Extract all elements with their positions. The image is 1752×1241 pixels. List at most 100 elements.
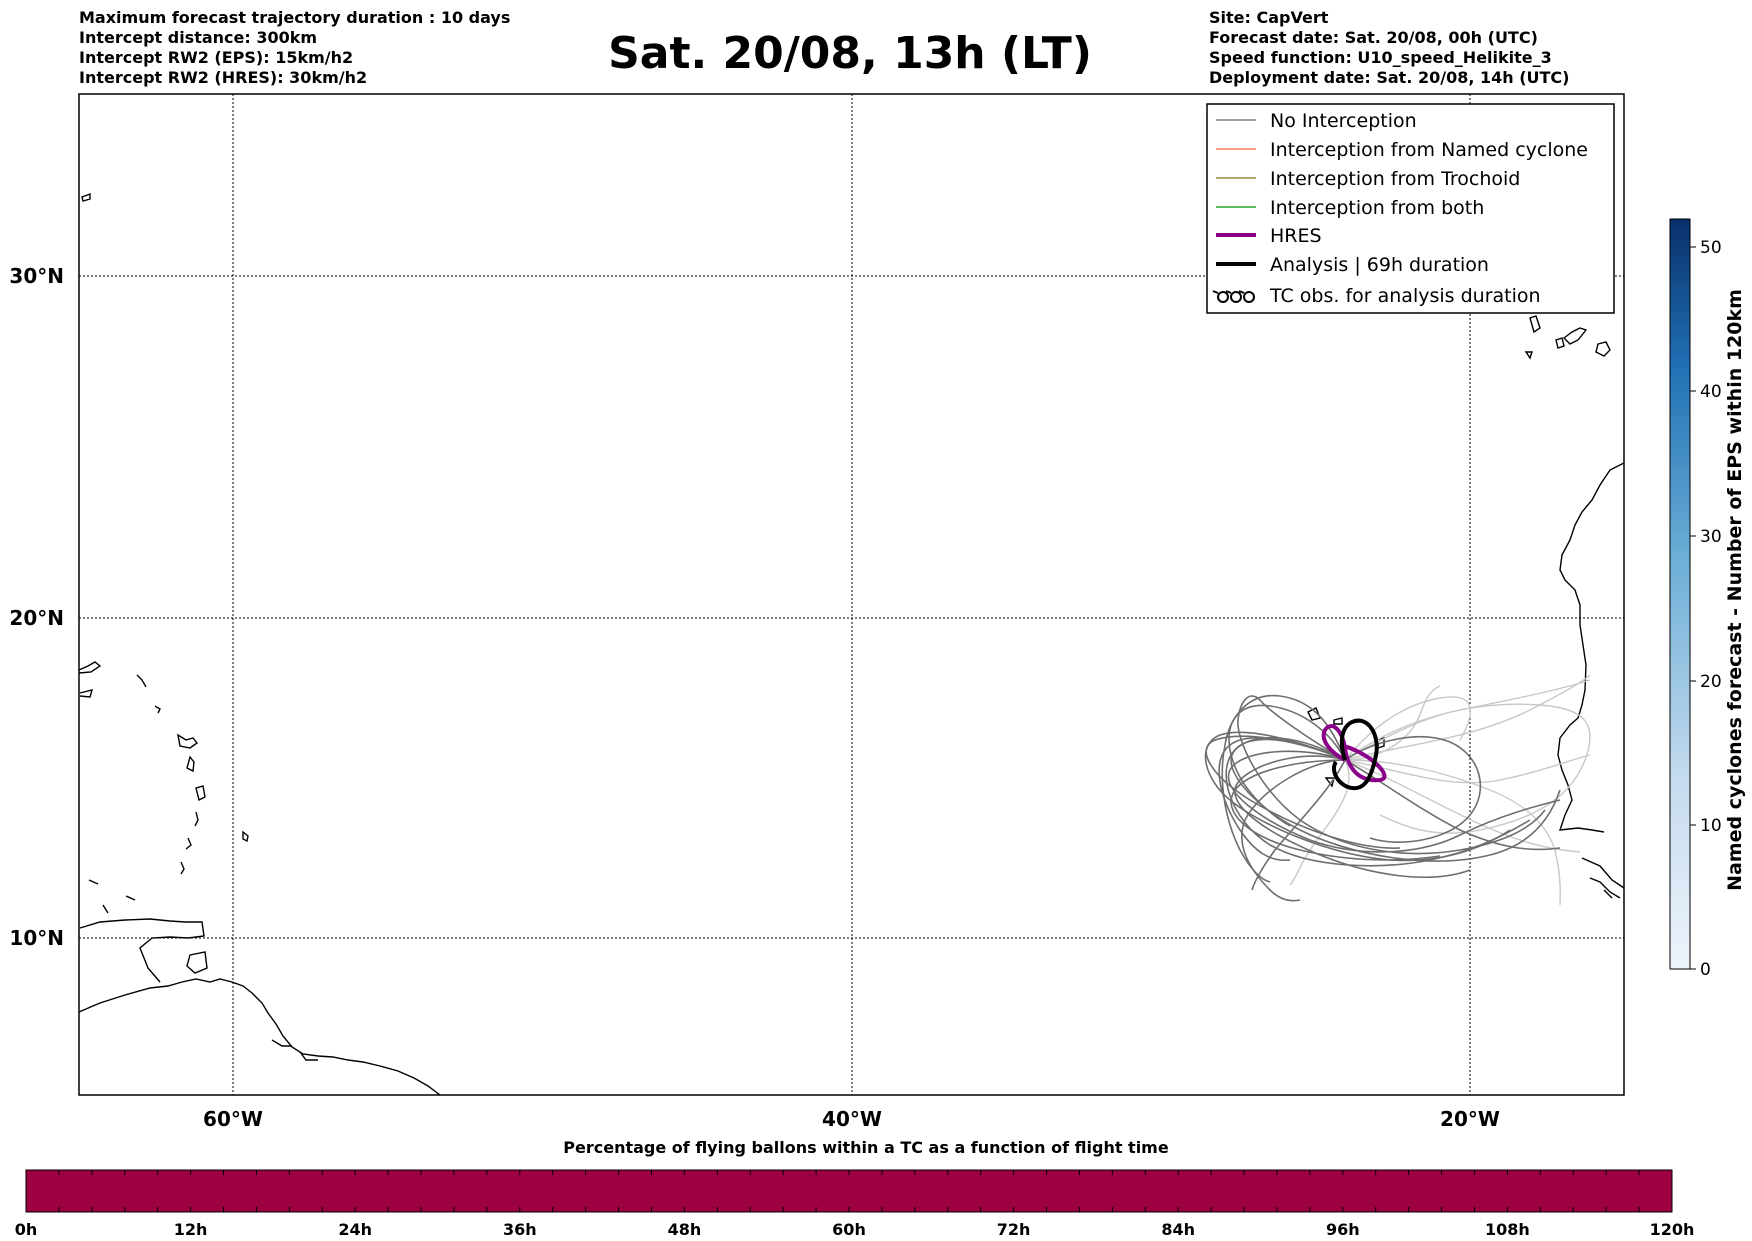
coastline-canary-b (1555, 337, 1565, 349)
bottom-colorbar-tick-label: 0h (15, 1220, 38, 1239)
legend: No Interception Interception from Named … (1206, 103, 1615, 314)
analysis-trajectory (1332, 718, 1379, 791)
bottom-colorbar-tick-label: 48h (668, 1220, 702, 1239)
lat-label-20n: 20°N (9, 606, 64, 630)
bottom-colorbar-tick-label: 108h (1485, 1220, 1530, 1239)
coastline-lesser-antilles-f (194, 811, 199, 827)
coastline-canary-d (1595, 341, 1611, 357)
coastline-barbados (242, 830, 249, 843)
map-frame (78, 93, 1625, 1096)
bottom-colorbar-tick-label: 36h (503, 1220, 537, 1239)
right-colorbar-tick: 10 (1700, 816, 1722, 836)
eps-trajectory (1228, 704, 1346, 827)
coastline-trinidad (186, 951, 208, 974)
lat-label-10n: 10°N (9, 926, 64, 950)
legend-label: Analysis | 69h duration (1270, 254, 1489, 276)
legend-label: HRES (1270, 225, 1322, 247)
bottom-colorbar-tick-label: 120h (1650, 1220, 1695, 1239)
bottom-colorbar-ticks (58, 1170, 1640, 1212)
coastline-lesser-antilles-i (88, 879, 136, 914)
header-right-line: Deployment date: Sat. 20/08, 14h (UTC) (1209, 68, 1570, 87)
eps-trajectories-light (1289, 674, 1591, 906)
eps-trajectory (1230, 759, 1441, 861)
eps-trajectory (1234, 755, 1471, 878)
coastline-lesser-antilles-b (154, 705, 161, 714)
right-colorbar: 0 10 20 30 40 50 Named cyclones forecast… (1669, 218, 1746, 980)
header-right-line: Site: CapVert (1209, 8, 1329, 27)
right-colorbar-tick: 50 (1700, 238, 1722, 258)
legend-label: Interception from both (1270, 197, 1484, 219)
header-left-line: Intercept RW2 (HRES): 30km/h2 (79, 68, 368, 87)
coastline-cuba-fragment (79, 661, 102, 674)
bottom-colorbar-tick-label: 72h (997, 1220, 1031, 1239)
header-left-line: Intercept RW2 (EPS): 15km/h2 (79, 48, 354, 67)
eps-trajectory (1227, 750, 1561, 853)
bottom-colorbar-tick-label: 96h (1326, 1220, 1360, 1239)
coastline-west-africa (1557, 462, 1624, 833)
coastline-canary-a (1529, 315, 1541, 334)
legend-label: Interception from Trochoid (1270, 168, 1520, 190)
graticule (79, 94, 1624, 1095)
coastline-guinea-islands (1589, 877, 1621, 899)
header-left: Maximum forecast trajectory duration : 1… (79, 8, 510, 88)
coastline-lesser-antilles-h (180, 861, 185, 875)
header-right-line: Forecast date: Sat. 20/08, 00h (UTC) (1209, 28, 1538, 47)
header-left-line: Maximum forecast trajectory duration : 1… (79, 8, 511, 27)
eps-trajectory (1230, 738, 1561, 862)
coastline-lesser-antilles-d (186, 755, 195, 773)
lat-label-30n: 30°N (9, 264, 64, 288)
eps-trajectory (1344, 759, 1561, 906)
coastline-capeverde-d (1324, 777, 1335, 788)
coastline-guinea (1581, 857, 1624, 889)
hres-trajectory (1321, 724, 1387, 783)
legend-label: Interception from Named cyclone (1270, 139, 1588, 161)
eps-trajectory (1344, 736, 1482, 843)
lon-label-20w: 20°W (1440, 1107, 1500, 1131)
coastline-canary-c (1562, 327, 1588, 345)
eps-trajectories-dark (1204, 694, 1561, 902)
right-colorbar-tick: 40 (1700, 382, 1722, 402)
eps-trajectory (1204, 731, 1511, 862)
legend-label: TC obs. for analysis duration (1269, 285, 1541, 307)
eps-trajectory (1237, 695, 1546, 855)
eps-trajectory (1344, 685, 1441, 761)
header-left-line: Intercept distance: 300km (79, 28, 318, 47)
bottom-colorbar-tick-label: 24h (338, 1220, 372, 1239)
bottom-colorbar-tick-label: 12h (174, 1220, 208, 1239)
eps-trajectory (1225, 736, 1531, 867)
coastline-lesser-antilles-a (136, 674, 147, 688)
eps-trajectory (1251, 759, 1346, 891)
eps-trajectory (1344, 696, 1471, 761)
lon-label-40w: 40°W (822, 1107, 882, 1131)
right-colorbar-tick: 0 (1700, 960, 1711, 980)
header-right-line: Speed function: U10_speed_Helikite_3 (1209, 48, 1552, 67)
eps-trajectory (1344, 674, 1591, 761)
bottom-colorbar-tick-label: 84h (1161, 1220, 1195, 1239)
eps-trajectory (1221, 694, 1346, 883)
coastline-capeverde-b (1333, 717, 1343, 725)
bottom-colorbar-tick-label: 60h (832, 1220, 866, 1239)
bottom-colorbar-bar (25, 1169, 1673, 1213)
legend-box (1206, 103, 1615, 314)
map-title: Sat. 20/08, 13h (LT) (608, 28, 1092, 79)
legend-label: No Interception (1270, 110, 1417, 132)
coastline-lesser-antilles-c (177, 733, 199, 749)
coastline-lesser-antilles-e (195, 785, 206, 802)
eps-trajectory (1344, 754, 1591, 784)
coastline-island-a (81, 192, 91, 202)
cyclone-symbols-icon (1212, 290, 1255, 303)
bottom-colorbar-title: Percentage of flying ballons within a TC… (563, 1138, 1169, 1157)
coastline-south-america (79, 978, 441, 1095)
right-colorbar-label: Named cyclones forecast - Number of EPS … (1724, 289, 1746, 891)
coastline-canary-e (1524, 351, 1533, 360)
lon-label-60w: 60°W (203, 1107, 263, 1131)
coastline-venezuela-north (79, 918, 205, 983)
right-colorbar-gradient (1669, 218, 1691, 970)
coastline-orinoco (271, 1039, 318, 1061)
coastline-lesser-antilles-g (185, 837, 192, 850)
eps-trajectory (1241, 759, 1346, 902)
eps-trajectory (1289, 759, 1350, 886)
bottom-colorbar: Percentage of flying ballons within a TC… (15, 1138, 1695, 1239)
coastlines (79, 192, 1624, 1095)
